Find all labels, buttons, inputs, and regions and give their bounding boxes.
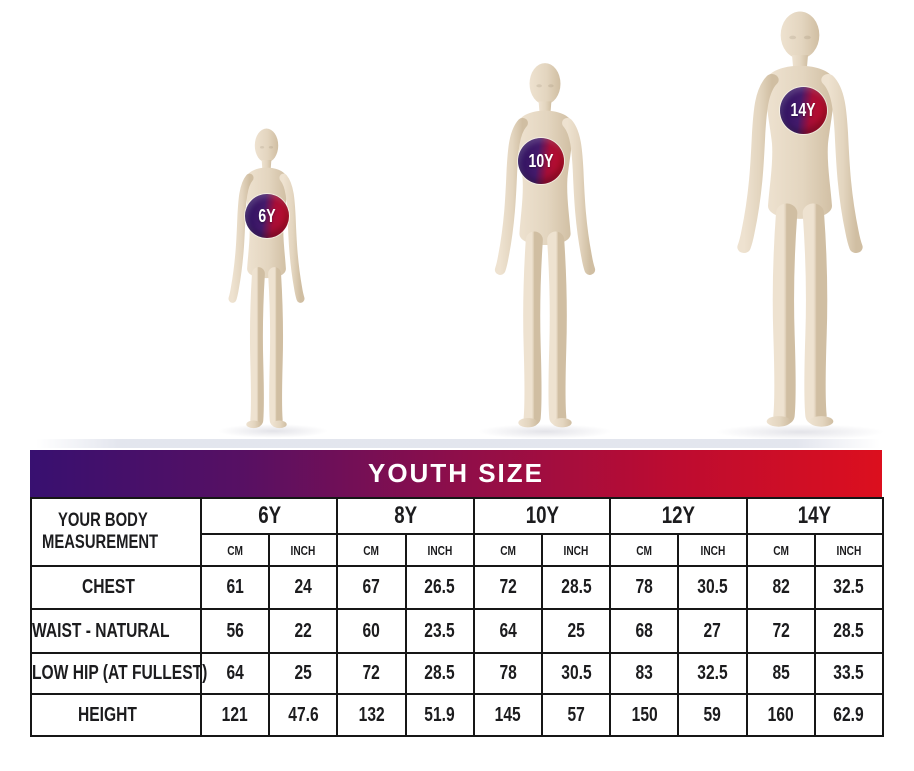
unit-header-cm: CM: [609, 533, 680, 567]
row-label-height: HEIGHT: [30, 693, 202, 737]
size-badge-10y-label: 10Y: [528, 150, 554, 171]
mannequin-14y: [720, 8, 880, 432]
row-label-chest: CHEST: [30, 565, 202, 610]
floor-shadow-6y: [218, 424, 328, 438]
unit-header-inch: INCH: [404, 533, 475, 567]
value-cell: 25: [540, 608, 612, 654]
unit-header-cm: CM: [745, 533, 816, 567]
value-cell: 28.5: [540, 565, 612, 610]
corner-header: YOUR BODY MEASUREMENT: [30, 497, 202, 567]
value-cell: 78: [472, 652, 543, 695]
value-cell: 28.5: [404, 652, 475, 695]
size-header-row: YOUR BODY MEASUREMENT 6Y 8Y 10Y 12Y 14Y: [30, 497, 884, 567]
floor-line: [36, 439, 880, 448]
value-cell: 83: [609, 652, 680, 695]
table-row-lowhip: LOW HIP (AT FULLEST) 64 25 72 28.5 78 30…: [30, 652, 884, 695]
table-banner: YOUTH SIZE: [30, 450, 882, 497]
table-row-chest: CHEST 61 24 67 26.5 72 28.5 78 30.5 82 3…: [30, 565, 884, 610]
value-cell: 78: [609, 565, 680, 610]
unit-header-cm: CM: [472, 533, 543, 567]
value-cell: 59: [677, 693, 748, 737]
value-cell: 30.5: [540, 652, 612, 695]
unit-header-row: CM INCH CM INCH CM INCH CM INCH CM INCH: [31, 533, 884, 567]
size-header-10y: 10Y: [472, 497, 612, 535]
floor-shadow-10y: [478, 424, 612, 439]
mannequin-6y: [218, 126, 315, 432]
mannequin-10y: [481, 60, 609, 432]
size-badge-6y: 6Y: [245, 194, 289, 238]
size-header-6y: 6Y: [199, 497, 339, 535]
value-cell: 160: [745, 693, 816, 737]
value-cell: 33.5: [813, 652, 884, 695]
banner-title: YOUTH SIZE: [367, 458, 544, 488]
value-cell: 85: [745, 652, 816, 695]
row-label-lowhip: LOW HIP (AT FULLEST): [30, 652, 207, 695]
value-cell: 28.5: [813, 608, 884, 654]
value-cell: 121: [199, 693, 271, 737]
value-cell: 26.5: [404, 565, 475, 610]
value-cell: 32.5: [813, 565, 884, 610]
value-cell: 61: [199, 565, 271, 610]
table-row-height: HEIGHT 121 47.6 132 51.9 145 57 150 59 1…: [30, 693, 884, 737]
value-cell: 67: [336, 565, 407, 610]
value-cell: 62.9: [813, 693, 884, 737]
size-badge-6y-label: 6Y: [258, 205, 276, 226]
size-header-12y: 12Y: [609, 497, 748, 535]
value-cell: 47.6: [268, 693, 339, 737]
value-cell: 24: [268, 565, 339, 610]
corner-header-line1: YOUR BODY: [58, 509, 149, 531]
size-badge-10y: 10Y: [518, 138, 564, 184]
unit-header-inch: INCH: [268, 533, 339, 567]
corner-header-line2: MEASUREMENT: [41, 532, 158, 553]
value-cell: 60: [336, 608, 407, 654]
value-cell: 64: [472, 608, 543, 654]
value-cell: 27: [677, 608, 748, 654]
value-cell: 72: [336, 652, 407, 695]
value-cell: 30.5: [677, 565, 748, 610]
size-chart-table: YOUR BODY MEASUREMENT 6Y 8Y 10Y 12Y 14Y …: [30, 497, 884, 737]
unit-header-inch: INCH: [813, 533, 884, 567]
table-row-waist: WAIST - NATURAL 56 22 60 23.5 64 25 68 2…: [30, 608, 884, 654]
value-cell: 68: [609, 608, 680, 654]
value-cell: 132: [336, 693, 407, 737]
value-cell: 72: [472, 565, 543, 610]
size-badge-14y: 14Y: [780, 87, 827, 134]
value-cell: 23.5: [404, 608, 475, 654]
unit-header-inch: INCH: [677, 533, 748, 567]
size-header-8y: 8Y: [336, 497, 475, 535]
value-cell: 57: [540, 693, 612, 737]
floor-shadow-14y: [716, 424, 884, 440]
unit-header-cm: CM: [199, 533, 271, 567]
row-label-waist: WAIST - NATURAL: [30, 608, 202, 654]
value-cell: 72: [745, 608, 816, 654]
size-badge-14y-label: 14Y: [791, 100, 816, 120]
value-cell: 82: [745, 565, 816, 610]
size-header-14y: 14Y: [745, 497, 884, 535]
value-cell: 64: [199, 652, 271, 695]
value-cell: 51.9: [404, 693, 475, 737]
unit-header-cm: CM: [336, 533, 407, 567]
unit-header-inch: INCH: [540, 533, 612, 567]
value-cell: 145: [472, 693, 543, 737]
value-cell: 25: [268, 652, 339, 695]
value-cell: 56: [199, 608, 271, 654]
value-cell: 32.5: [677, 652, 748, 695]
value-cell: 150: [609, 693, 680, 737]
value-cell: 22: [268, 608, 339, 654]
